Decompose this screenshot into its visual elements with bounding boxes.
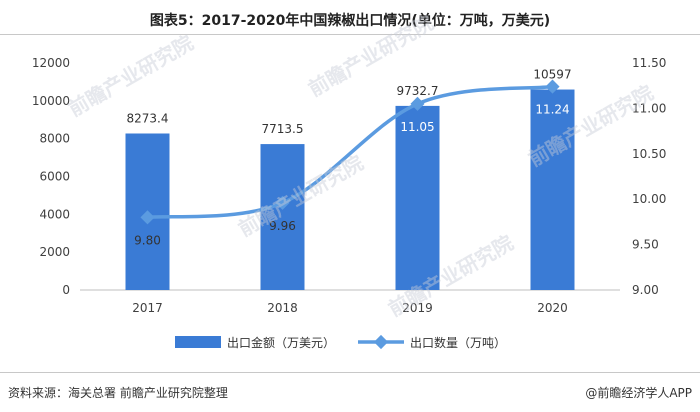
- legend-bar-swatch: [175, 336, 221, 348]
- y-left-tick-label: 2000: [39, 245, 70, 259]
- y-left-tick-label: 8000: [39, 132, 70, 146]
- line-point: [410, 96, 425, 111]
- x-tick-label: 2017: [132, 301, 163, 315]
- line-data-label: 11.05: [400, 120, 434, 134]
- line-point: [140, 210, 155, 225]
- bar-data-label: 7713.5: [262, 122, 304, 136]
- legend-line-label: 出口数量（万吨）: [410, 335, 506, 350]
- y-right-tick-label: 9.00: [632, 283, 659, 297]
- bar: [530, 89, 575, 290]
- x-tick-label: 2018: [267, 301, 298, 315]
- chart-title: 图表5：2017-2020年中国辣椒出口情况(单位：万吨，万美元): [149, 13, 551, 29]
- y-right-tick-label: 11.00: [632, 101, 666, 115]
- bar-data-label: 10597: [533, 68, 571, 82]
- y-right-tick-label: 10.00: [632, 192, 666, 206]
- y-left-tick-label: 4000: [39, 207, 70, 221]
- legend-bar-label: 出口金额（万美元）: [227, 335, 335, 350]
- bar: [260, 144, 305, 290]
- y-right-tick-label: 9.50: [632, 238, 659, 252]
- y-left-tick-label: 10000: [32, 94, 70, 108]
- line-series: [147, 84, 553, 220]
- line-point: [545, 79, 560, 94]
- chart-area: 0 2000 4000 6000 8000 10000 12000 9.00 9.50 10.00…: [0, 40, 700, 370]
- combo-chart: 0 2000 4000 6000 8000 10000 12000 9.00 9.50 10.00…: [32, 56, 667, 350]
- x-tick-label: 2020: [537, 301, 568, 315]
- line-point: [275, 195, 290, 210]
- source-note: 资料来源：海关总署 前瞻产业研究院整理: [8, 386, 228, 400]
- bar: [395, 105, 440, 290]
- line-data-label: 9.96: [269, 219, 296, 233]
- line-data-label: 11.24: [535, 103, 569, 117]
- x-tick-label: 2019: [402, 301, 433, 315]
- y-right-tick-label: 10.50: [632, 147, 666, 161]
- bar-data-label: 9732.7: [397, 84, 439, 98]
- footer-divider: [0, 372, 700, 373]
- brand-label: @前瞻经济学人APP: [585, 386, 692, 400]
- legend-line-marker: [373, 334, 389, 350]
- line-data-label: 9.80: [134, 233, 161, 247]
- bar-data-label: 8273.4: [127, 111, 169, 125]
- y-left-tick-label: 6000: [39, 170, 70, 184]
- y-right-tick-label: 11.50: [632, 56, 666, 70]
- title-divider: [0, 34, 700, 35]
- y-left-tick-label: 0: [62, 283, 70, 297]
- y-left-tick-label: 12000: [32, 56, 70, 70]
